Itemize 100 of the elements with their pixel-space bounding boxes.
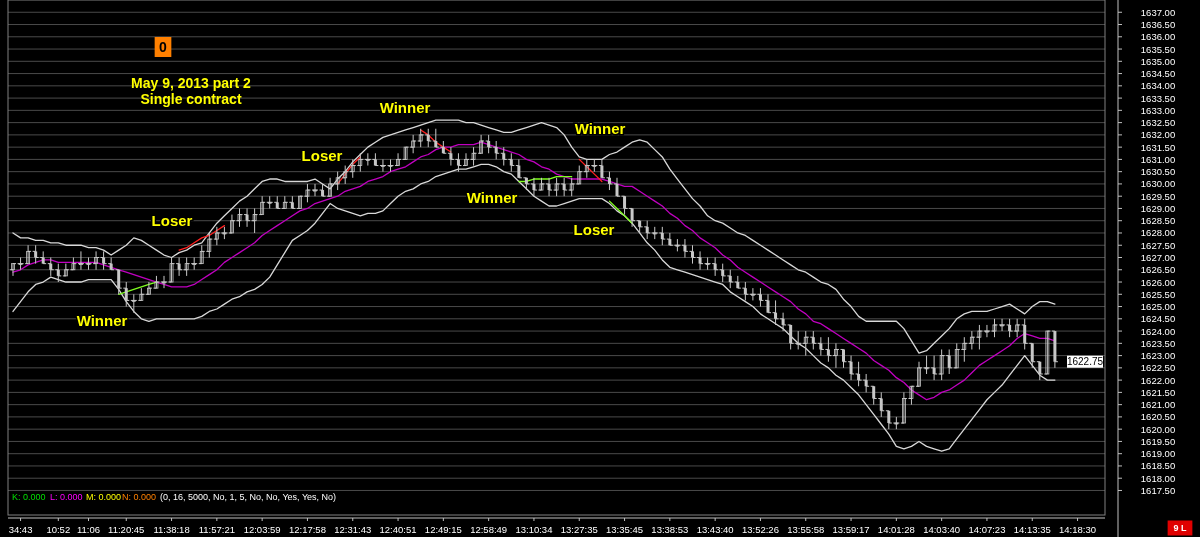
- x-tick-label: 13:35:45: [606, 523, 644, 535]
- y-tick-label: 1621.00: [1140, 399, 1176, 411]
- candlestick: [569, 177, 574, 197]
- y-tick-label: 1624.00: [1140, 325, 1176, 337]
- annotation: N: 0.000: [122, 492, 157, 502]
- candlestick: [939, 348, 944, 381]
- x-tick-label: 11:06: [76, 523, 101, 535]
- annotation: Winner: [466, 188, 518, 206]
- candlestick: [71, 257, 76, 271]
- candlestick: [207, 232, 212, 258]
- candlestick: [335, 171, 340, 191]
- y-tick-label: 1632.50: [1140, 117, 1176, 129]
- y-tick-label: 1629.00: [1140, 202, 1176, 214]
- candlestick: [954, 342, 959, 369]
- y-tick-label: 1618.50: [1140, 460, 1176, 472]
- candlestick: [11, 263, 15, 277]
- annotation: K: 0.000: [12, 492, 46, 502]
- candlestick: [977, 324, 982, 350]
- x-tick-label: 12:03:59: [243, 523, 281, 535]
- x-tick-label: 13:43:40: [696, 523, 734, 535]
- candlestick: [237, 207, 242, 228]
- x-tick-label: 11:20:45: [108, 523, 145, 535]
- y-tick-label: 1626.00: [1140, 276, 1176, 288]
- y-tick-label: 1636.00: [1140, 31, 1176, 43]
- candlestick: [577, 165, 582, 185]
- annotation: Loser: [301, 146, 343, 164]
- candlestick: [154, 275, 159, 289]
- y-tick-label: 1629.50: [1140, 190, 1176, 202]
- candlestick: [962, 336, 967, 363]
- y-tick-label: 1617.50: [1140, 484, 1176, 496]
- candlestick: [909, 385, 914, 406]
- candlestick: [184, 257, 189, 277]
- candlestick: [214, 226, 219, 246]
- candlestick: [539, 177, 544, 191]
- candlestick: [260, 195, 265, 216]
- x-tick-label: 13:38:53: [651, 523, 689, 535]
- y-tick-label: 1630.00: [1140, 178, 1176, 190]
- candlestick: [252, 207, 257, 234]
- x-tick-label: 14:18:30: [1059, 523, 1097, 535]
- candlestick: [554, 177, 559, 197]
- candlestick: [350, 158, 355, 179]
- text: Single contract: [140, 91, 242, 107]
- x-tick-label: 12:31:43: [334, 523, 372, 535]
- x-tick-label: 13:59:17: [832, 523, 870, 535]
- x-tick-label: 12:49:15: [424, 523, 462, 535]
- annotation: Winner: [574, 119, 626, 137]
- y-tick-label: 1627.00: [1140, 252, 1176, 263]
- y-tick-label: 1619.00: [1140, 448, 1176, 460]
- text: 9 L: [1173, 523, 1187, 533]
- text: May 9, 2013 part 2: [131, 75, 252, 91]
- annotation: Winner: [379, 98, 431, 116]
- candlestick: [63, 263, 68, 277]
- candlestick: [803, 330, 808, 357]
- x-tick-label: 14:13:35: [1013, 523, 1051, 535]
- candlestick: [917, 361, 921, 387]
- line-series: [12, 163, 1056, 452]
- y-tick-label: 1624.50: [1140, 313, 1176, 325]
- candlestick: [147, 281, 151, 295]
- line-series: [12, 141, 1056, 401]
- y-tick-label: 1635.00: [1140, 55, 1176, 67]
- line-series: [578, 158, 603, 183]
- y-tick-label: 1634.00: [1140, 80, 1176, 92]
- candlestick: [969, 330, 974, 350]
- line-series: [178, 224, 226, 251]
- y-tick-label: 1636.50: [1140, 19, 1176, 31]
- candlestick: [1045, 330, 1050, 375]
- x-tick-label: 34:43: [8, 523, 33, 535]
- candlestick: [230, 214, 234, 234]
- y-tick-label: 1622.00: [1140, 374, 1176, 386]
- candlestick: [26, 244, 30, 265]
- candlestick: [471, 146, 476, 167]
- candlestick: [411, 134, 416, 154]
- candlestick: [834, 342, 838, 369]
- y-tick-label: 1621.50: [1140, 386, 1176, 398]
- y-tick-label: 1631.50: [1140, 141, 1176, 153]
- annotation: Loser: [151, 211, 193, 229]
- x-tick-label: 14:03:40: [923, 523, 961, 535]
- y-tick-label: 1628.00: [1140, 227, 1176, 239]
- y-tick-label: 1626.50: [1140, 264, 1176, 276]
- y-tick-label: 1622.50: [1140, 362, 1176, 374]
- candlestick: [902, 391, 906, 424]
- candlestick: [418, 128, 423, 148]
- candlestick: [358, 152, 363, 173]
- y-tick-label: 1623.00: [1140, 350, 1176, 362]
- x-tick-label: 13:52:26: [741, 523, 779, 535]
- x-tick-label: 14:07:23: [968, 523, 1006, 535]
- y-tick-label: 1619.50: [1140, 435, 1176, 447]
- candlestick: [328, 177, 332, 197]
- x-tick-label: 13:27:35: [560, 523, 598, 535]
- y-tick-label: 1630.50: [1140, 166, 1176, 178]
- x-tick-label: 10:52: [46, 523, 71, 535]
- candlestick: [343, 165, 348, 185]
- y-tick-label: 1635.50: [1140, 43, 1176, 55]
- candlestick: [199, 244, 204, 265]
- annotation: (0, 16, 5000, No, 1, 5, No, No, Yes, Yes, No): [160, 492, 337, 502]
- x-tick-label: 12:58:49: [470, 523, 508, 535]
- x-tick-label: 11:38:18: [153, 523, 190, 535]
- annotation: Loser: [573, 220, 615, 238]
- y-tick-label: 1631.00: [1140, 153, 1176, 165]
- y-tick-label: 1628.50: [1140, 215, 1176, 227]
